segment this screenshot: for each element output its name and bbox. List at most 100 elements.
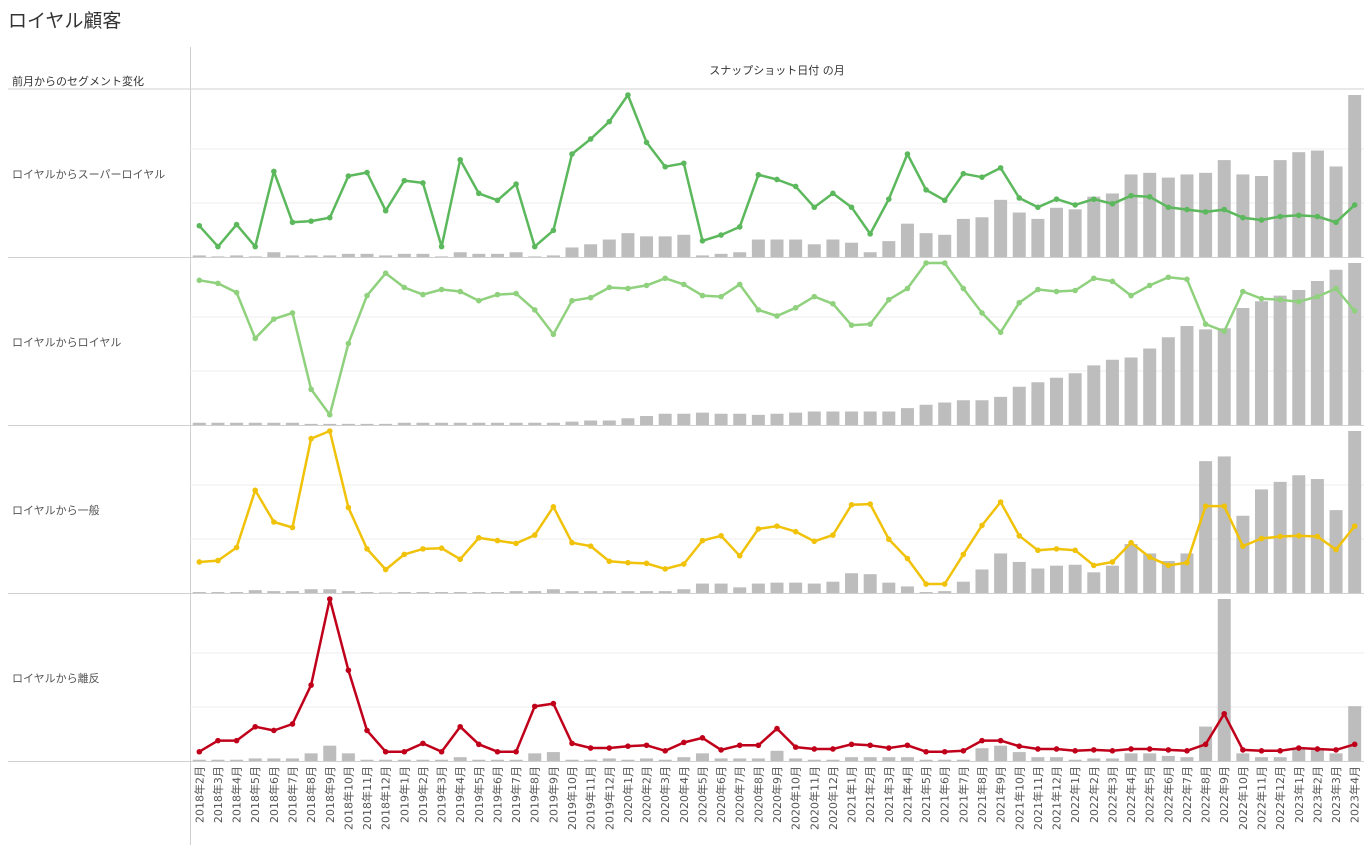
point-3-28 [699, 537, 706, 544]
bar-1-2 [211, 256, 225, 257]
bar-4-47 [1050, 757, 1064, 761]
bar-4-43 [975, 748, 989, 761]
point-4-14 [438, 748, 445, 755]
point-3-17 [494, 537, 501, 544]
bar-3-26 [658, 591, 672, 593]
bar-3-29 [714, 583, 728, 593]
bar-1-4 [248, 256, 262, 257]
point-4-45 [1016, 743, 1023, 749]
point-2-13 [420, 291, 426, 298]
point-4-39 [904, 742, 911, 749]
x-tick-label-54: 2022年7月 [1180, 766, 1194, 823]
bar-3-28 [695, 583, 709, 593]
x-tick-label-10: 2018年11月 [360, 766, 374, 830]
point-2-2 [215, 280, 221, 287]
point-3-25 [643, 560, 650, 567]
bar-4-13 [416, 759, 430, 761]
point-4-44 [997, 737, 1004, 744]
point-1-17 [494, 197, 501, 204]
point-2-6 [289, 310, 296, 316]
point-3-60 [1295, 532, 1302, 539]
x-tick-label-8: 2018年9月 [323, 766, 337, 823]
point-1-19 [531, 243, 538, 250]
bar-4-24 [621, 759, 635, 761]
bar-2-37 [863, 411, 877, 425]
bar-1-10 [360, 253, 374, 257]
bar-2-61 [1310, 281, 1324, 425]
bar-3-49 [1087, 572, 1101, 593]
point-1-42 [960, 170, 967, 177]
point-4-7 [308, 682, 314, 688]
point-3-6 [289, 524, 296, 531]
point-3-36 [848, 501, 855, 508]
bar-1-49 [1087, 196, 1101, 257]
point-3-37 [867, 501, 873, 507]
x-tick-label-58: 2022年11月 [1255, 766, 1269, 830]
bar-1-20 [546, 255, 560, 257]
bar-1-36 [845, 242, 859, 257]
bar-3-46 [1031, 568, 1045, 593]
point-2-63 [1351, 308, 1358, 314]
x-tick-label-25: 2020年2月 [640, 766, 654, 823]
point-3-45 [1016, 532, 1023, 539]
bar-2-11 [379, 423, 393, 425]
bar-4-2 [211, 759, 225, 761]
bar-1-61 [1310, 150, 1324, 257]
bar-3-18 [509, 591, 523, 593]
bar-2-6 [285, 422, 299, 425]
bar-4-50 [1105, 758, 1119, 761]
point-1-26 [662, 163, 668, 170]
point-3-44 [997, 499, 1004, 505]
point-4-29 [718, 747, 724, 753]
point-2-59 [1277, 296, 1283, 303]
point-2-15 [457, 288, 464, 295]
point-2-40 [923, 260, 929, 266]
bar-4-4 [248, 758, 262, 761]
bar-1-23 [602, 239, 616, 257]
point-2-43 [979, 310, 985, 316]
point-3-61 [1314, 533, 1321, 540]
point-2-8 [326, 412, 333, 418]
bar-1-12 [397, 253, 411, 257]
x-tick-label-63: 2023年4月 [1348, 766, 1362, 823]
point-4-8 [326, 596, 333, 602]
point-2-37 [867, 321, 873, 327]
bar-4-41 [938, 759, 952, 761]
point-4-51 [1128, 746, 1134, 752]
point-4-40 [923, 748, 929, 755]
point-2-46 [1035, 286, 1041, 293]
point-1-30 [736, 224, 743, 230]
x-tick-label-32: 2020年9月 [770, 766, 784, 823]
point-2-22 [587, 294, 594, 301]
bar-3-19 [528, 591, 542, 593]
bar-3-23 [602, 591, 616, 593]
bar-1-41 [938, 234, 952, 257]
bar-2-53 [1161, 337, 1175, 425]
point-2-58 [1258, 295, 1265, 302]
x-tick-label-52: 2022年5月 [1143, 766, 1157, 823]
bar-4-36 [845, 757, 859, 761]
bar-2-7 [304, 423, 318, 425]
bar-1-11 [379, 255, 393, 257]
bar-3-37 [863, 574, 877, 593]
point-3-12 [401, 551, 408, 558]
bar-1-15 [453, 252, 467, 257]
point-2-47 [1053, 288, 1060, 295]
point-1-6 [289, 219, 296, 226]
point-1-55 [1202, 209, 1209, 215]
bar-2-44 [994, 396, 1008, 425]
point-3-9 [345, 504, 352, 511]
point-3-31 [755, 526, 762, 532]
bar-4-51 [1124, 753, 1138, 761]
panel-label-super-loyal: ロイヤルからスーパーロイヤル [12, 168, 166, 181]
x-tick-label-43: 2021年8月 [975, 766, 989, 823]
bar-2-4 [248, 422, 262, 425]
x-tick-label-62: 2023年3月 [1329, 766, 1343, 823]
bar-4-19 [528, 753, 542, 761]
bar-3-52 [1143, 553, 1157, 593]
bar-4-54 [1180, 757, 1194, 761]
point-2-55 [1202, 321, 1209, 327]
point-4-9 [345, 667, 352, 674]
bar-2-40 [919, 404, 933, 425]
point-4-22 [587, 745, 594, 751]
